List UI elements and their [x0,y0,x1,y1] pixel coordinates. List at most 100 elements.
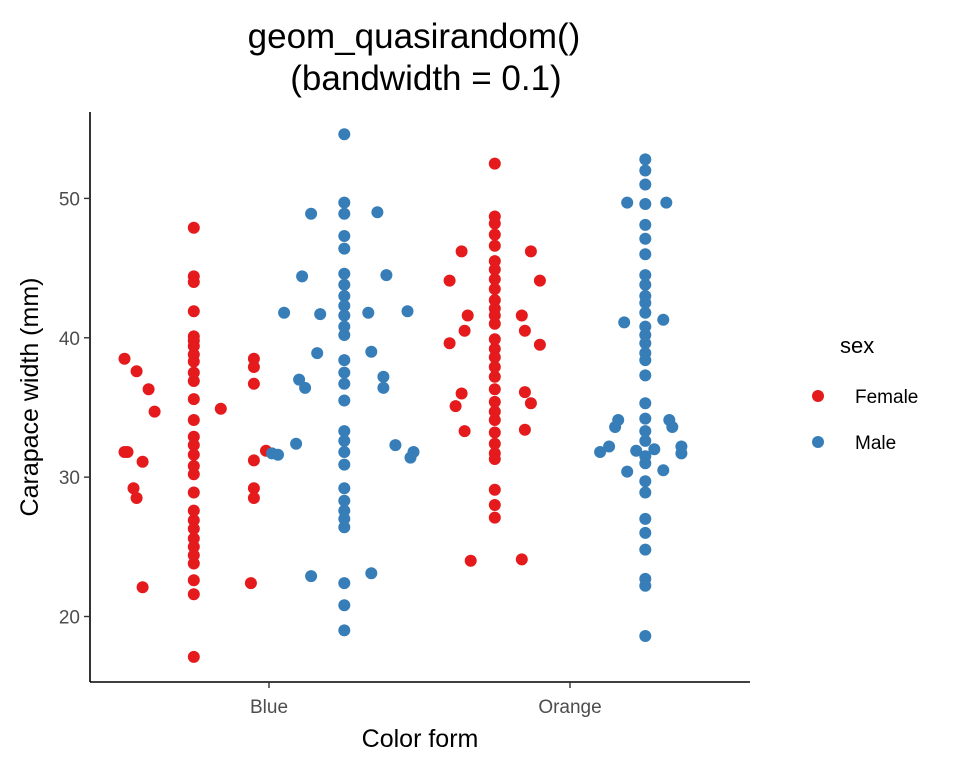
point-female-blue [247,361,260,373]
point-male-blue [338,521,351,534]
point-female-orange [518,423,531,436]
point-male-blue [314,308,327,321]
point-female-blue [187,486,200,499]
point-female-blue [142,383,155,396]
point-male-orange [657,313,670,326]
point-female-orange [515,309,528,322]
point-female-blue [187,588,200,601]
chart-title-line-1: geom_quasirandom() [248,17,581,56]
point-female-blue [136,455,149,468]
point-female-orange [455,245,468,258]
legend: sex Female Male [812,333,918,454]
point-male-orange [639,354,652,367]
point-male-orange [648,443,661,456]
point-male-blue [338,320,351,333]
point-male-orange [639,369,652,382]
point-male-orange [639,630,652,642]
point-male-blue [338,599,351,612]
point-male-blue [272,448,284,461]
point-male-orange [639,278,652,291]
chart-title-line-2: (bandwidth = 0.1) [290,59,561,98]
point-male-blue [305,207,318,220]
point-female-orange [458,425,471,438]
point-female-orange [488,414,501,426]
point-male-orange [675,447,688,460]
point-female-blue [148,405,161,418]
point-female-blue [118,352,131,365]
point-female-blue [121,446,134,458]
point-male-orange [639,306,652,319]
point-male-blue [311,347,324,360]
point-female-orange [488,342,501,355]
legend-label-female: Female [855,387,918,408]
point-male-orange [639,397,652,410]
point-male-blue [338,377,351,390]
point-female-orange [488,228,501,241]
point-male-orange [621,465,634,478]
point-female-orange [488,317,501,330]
point-female-blue [187,221,200,234]
point-female-orange [464,554,477,567]
point-male-orange [639,337,652,350]
x-tick-label-orange: Orange [538,697,601,718]
point-male-orange [639,434,652,447]
point-male-orange [639,320,652,333]
point-male-orange [639,486,652,499]
point-female-orange [488,217,501,230]
point-male-blue [338,482,351,495]
point-male-orange [639,457,652,470]
point-female-orange [518,386,531,399]
point-male-blue [338,196,351,209]
point-female-blue [247,482,260,495]
legend-title: sex [840,333,874,358]
point-female-blue [244,577,257,590]
point-female-blue [187,650,200,663]
point-male-orange [639,579,652,592]
point-male-orange [639,178,652,191]
point-male-blue [338,394,351,407]
point-female-orange [488,395,501,408]
point-female-orange [488,499,501,511]
point-female-blue [187,448,200,461]
point-male-blue [293,373,306,386]
point-male-orange [639,296,652,309]
point-male-blue [338,354,351,367]
point-male-blue [299,381,312,394]
point-male-blue [338,577,351,590]
point-male-blue [338,329,351,341]
point-male-orange [639,526,652,539]
point-male-blue [278,306,291,319]
point-female-blue [247,454,260,467]
point-male-blue [338,267,351,280]
point-female-orange [488,333,501,346]
point-male-blue [338,207,351,220]
point-male-orange [603,440,616,453]
point-male-blue [338,366,351,379]
point-male-blue [338,504,351,517]
point-female-orange [518,324,531,337]
point-male-blue [389,439,402,452]
point-female-orange [533,338,546,351]
point-female-blue [187,414,200,426]
legend-label-male: Male [855,433,896,454]
point-male-orange [639,218,652,231]
point-male-orange [657,464,670,477]
point-male-blue [338,309,351,322]
point-male-blue [338,512,351,525]
point-male-orange [639,512,652,525]
point-male-blue [407,446,420,458]
point-male-blue [377,370,390,383]
y-tick-label: 20 [59,607,80,628]
point-female-blue [187,430,200,443]
point-male-blue [338,299,351,312]
point-female-orange [488,483,501,496]
point-male-blue [365,567,378,580]
point-female-blue [187,460,200,472]
point-female-orange [488,437,501,450]
point-male-orange [639,153,652,166]
point-male-blue [362,306,375,319]
point-male-orange [639,329,652,341]
point-male-blue [365,345,378,358]
x-axis-title: Color form [362,725,479,753]
point-male-orange [639,232,652,245]
